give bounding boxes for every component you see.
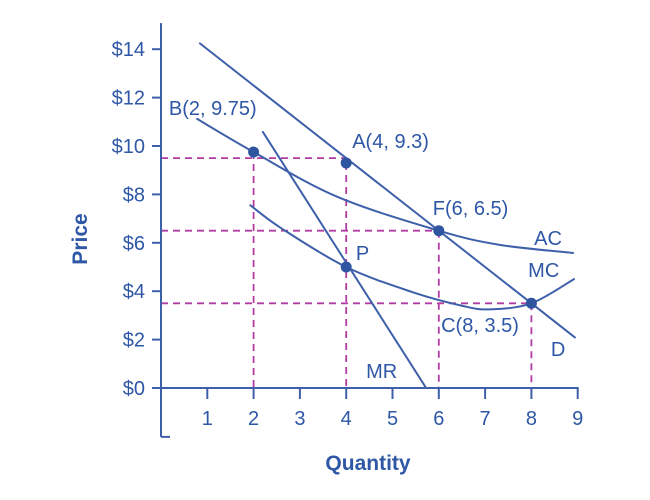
point-P [340,261,352,273]
x-tick-label-7: 7 [480,408,491,430]
y-tick-label-10: $10 [112,136,145,158]
point-C [525,297,537,309]
point-B [248,146,260,158]
x-axis-title: Quantity [325,452,410,475]
point-label-F: F(6, 6.5) [433,198,509,220]
curve-demand [198,42,576,339]
curve-marginal-revenue [261,130,427,388]
x-tick-label-5: 5 [387,408,398,430]
x-tick-label-3: 3 [294,408,305,430]
y-tick-label-4: $4 [123,281,145,303]
point-label-P: P [356,243,369,265]
x-tick-label-2: 2 [248,408,259,430]
point-label-C: C(8, 3.5) [441,315,519,337]
y-tick-label-2: $2 [123,330,145,352]
x-tick-label-9: 9 [572,408,583,430]
point-F [433,225,445,237]
curve-label-marginal-revenue: MR [366,361,397,383]
y-tick-label-6: $6 [123,233,145,255]
curve-marginal-cost [249,204,575,311]
y-tick-label-8: $8 [123,184,145,206]
y-tick-label-12: $12 [112,88,145,110]
x-tick-label-4: 4 [341,408,352,430]
curve-label-marginal-cost: MC [528,260,559,282]
curve-label-demand: D [551,339,565,361]
x-tick-label-1: 1 [202,408,213,430]
y-tick-label-14: $14 [112,39,145,61]
point-label-B: B(2, 9.75) [169,98,257,120]
point-label-A: A(4, 9.3) [352,131,429,153]
point-A [340,157,352,169]
y-tick-label-0: $0 [123,378,145,400]
x-tick-label-6: 6 [433,408,444,430]
x-tick-label-8: 8 [526,408,537,430]
curve-label-average-cost: AC [534,228,562,250]
y-axis-title: Price [69,213,92,264]
